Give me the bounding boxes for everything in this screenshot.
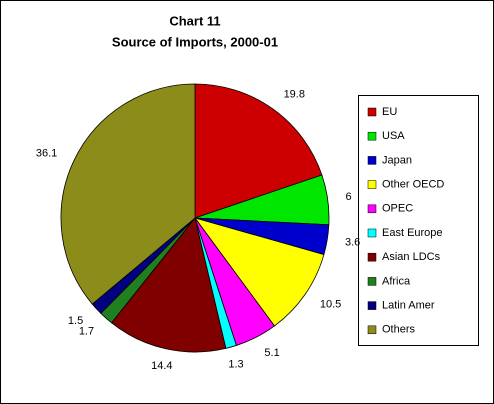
pie-slice: [194, 83, 323, 219]
legend-swatch: [367, 204, 377, 214]
chart-subtitle: Source of Imports, 2000-01: [112, 34, 278, 49]
data-label: 1.3: [228, 358, 243, 370]
legend-label: USA: [382, 130, 405, 142]
data-label: 6: [346, 191, 352, 203]
legend-swatch: [367, 228, 377, 238]
legend-label: Other OECD: [382, 179, 444, 191]
data-label: 1.5: [68, 315, 83, 327]
legend-label: EU: [382, 106, 397, 118]
data-label: 14.4: [151, 360, 172, 372]
legend-label: Others: [382, 324, 416, 336]
legend-label: Japan: [382, 154, 412, 166]
legend-label: OPEC: [382, 203, 413, 215]
data-label: 5.1: [264, 347, 279, 359]
legend-swatch: [367, 180, 377, 189]
pie-slice: [60, 83, 196, 305]
legend-swatch: [367, 107, 377, 117]
data-label: 1.7: [79, 326, 94, 338]
legend-swatch: [367, 301, 377, 310]
legend-box: [358, 95, 479, 346]
legend-swatch: [367, 131, 377, 141]
legend-label: Latin Amer: [382, 300, 435, 312]
legend-label: Asian LDCs: [382, 251, 441, 263]
data-label: 10.5: [320, 299, 341, 311]
legend-swatch: [367, 277, 377, 286]
legend-label: Africa: [382, 275, 411, 287]
pie-slice: [110, 217, 227, 353]
legend-swatch: [367, 156, 377, 165]
legend-swatch: [367, 252, 377, 262]
data-label: 3.6: [345, 237, 360, 249]
legend-label: East Europe: [382, 227, 443, 239]
legend-swatch: [367, 325, 377, 335]
data-label: 36.1: [36, 148, 57, 160]
chart-title: Chart 11: [169, 13, 220, 28]
pie-slice: [193, 217, 325, 327]
data-label: 19.8: [284, 88, 305, 100]
